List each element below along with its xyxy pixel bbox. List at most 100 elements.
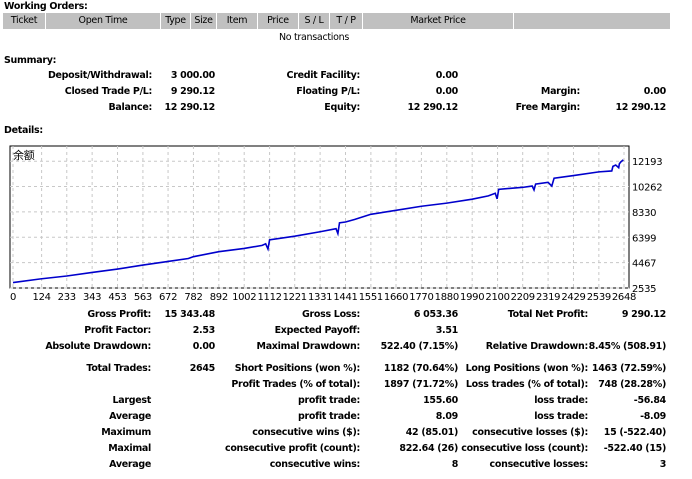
- x-tick-label: 892: [210, 292, 228, 303]
- plot-area: [9, 145, 630, 289]
- value-stats-2-1: 0.00: [192, 341, 216, 352]
- label-stats-1-2: Expected Payoff:: [274, 325, 361, 336]
- value-summary-1-5: 0.00: [643, 86, 667, 97]
- x-tick-label: 1112: [257, 292, 281, 303]
- stats-row: Profit Factor: 2.53 Expected Payoff: 3.51: [0, 325, 692, 339]
- label-stats-0-4: Total Net Profit:: [507, 309, 589, 320]
- value-stats-6-3: 8.09: [435, 411, 459, 422]
- col-sl[interactable]: S / L: [299, 13, 329, 29]
- y-tick-label: 2535: [632, 284, 656, 295]
- label-stats-5-0: Largest: [112, 395, 152, 406]
- label-stats-5-4: loss trade:: [534, 395, 588, 406]
- label-stats-6-4: loss trade:: [534, 411, 588, 422]
- x-tick-label: 1002: [232, 292, 256, 303]
- label-stats-9-2: consecutive wins:: [269, 459, 361, 470]
- value-stats-5-3: 155.60: [423, 395, 458, 406]
- col-item[interactable]: Item: [217, 13, 257, 29]
- x-tick-label: 2429: [561, 292, 585, 303]
- label-summary-2-4: Free Margin:: [515, 102, 581, 113]
- col-type[interactable]: Type: [161, 13, 190, 29]
- label-stats-9-0: Average: [109, 459, 151, 470]
- label-stats-0-2: Gross Loss:: [301, 309, 360, 320]
- col-open-time[interactable]: Open Time: [46, 13, 160, 29]
- col-tp[interactable]: T / P: [330, 13, 362, 29]
- value-summary-1-1: 9 290.12: [170, 86, 215, 97]
- summary-row: Closed Trade P/L: 9 290.12 Floating P/L: 0.…: [0, 86, 692, 100]
- y-tick-label: 6399: [632, 233, 656, 244]
- value-summary-0-3: 0.00: [435, 70, 459, 81]
- label-stats-0-0: Gross Profit:: [87, 309, 151, 320]
- x-tick-label: 233: [58, 292, 76, 303]
- y-tick-label: 12193: [632, 157, 662, 168]
- x-tick-label: 2539: [587, 292, 611, 303]
- col-size[interactable]: Size: [191, 13, 216, 29]
- label-stats-8-4: consecutive loss (count):: [461, 443, 588, 454]
- label-summary-0-0: Deposit/Withdrawal:: [47, 70, 152, 81]
- label-stats-3-4: Long Positions (won %):: [465, 363, 589, 374]
- x-tick-label: 1880: [435, 292, 459, 303]
- label-stats-3-2: Short Positions (won %):: [234, 363, 361, 374]
- working-orders-title: Working Orders:: [4, 1, 88, 12]
- label-stats-9-4: consecutive losses:: [489, 459, 589, 470]
- col-ticket[interactable]: Ticket: [3, 13, 45, 29]
- details-title: Details:: [4, 125, 43, 136]
- value-stats-4-3: 1897 (71.72%): [383, 379, 458, 390]
- label-stats-7-2: consecutive wins ($):: [252, 427, 360, 438]
- x-tick-label: 124: [33, 292, 51, 303]
- label-stats-8-0: Maximal: [108, 443, 151, 454]
- label-summary-1-0: Closed Trade P/L:: [64, 86, 153, 97]
- value-stats-0-1: 15 343.48: [164, 309, 216, 320]
- label-stats-7-0: Maximum: [101, 427, 151, 438]
- value-stats-3-3: 1182 (70.64%): [383, 363, 458, 374]
- value-stats-7-3: 42 (85.01): [405, 427, 459, 438]
- value-stats-2-5: 8.45% (508.91): [588, 341, 667, 352]
- stats-row: Maximal consecutive profit (count): 822.64…: [0, 443, 692, 457]
- value-summary-2-3: 12 290.12: [407, 102, 459, 113]
- x-tick-label: 2648: [612, 292, 636, 303]
- value-summary-2-5: 12 290.12: [615, 102, 667, 113]
- stats-row: Total Trades: 2645 Short Positions (won %)…: [0, 363, 692, 377]
- col-price[interactable]: Price: [258, 13, 298, 29]
- value-summary-0-1: 3 000.00: [170, 70, 215, 81]
- label-stats-2-2: Maximal Drawdown:: [256, 341, 361, 352]
- value-stats-1-1: 2.53: [192, 325, 216, 336]
- label-stats-4-4: Loss trades (% of total):: [465, 379, 588, 390]
- x-tick-label: 1770: [409, 292, 433, 303]
- value-stats-3-1: 2645: [189, 363, 216, 374]
- x-tick-label: 1331: [308, 292, 332, 303]
- label-stats-1-0: Profit Factor:: [84, 325, 151, 336]
- x-tick-label: 563: [134, 292, 152, 303]
- value-stats-7-5: 15 (-522.40): [603, 427, 667, 438]
- label-stats-7-4: consecutive losses ($):: [472, 427, 588, 438]
- col-market-price[interactable]: Market Price: [363, 13, 513, 29]
- label-summary-2-0: Balance:: [108, 102, 152, 113]
- balance-line: [12, 159, 624, 284]
- x-tick-label: 2209: [511, 292, 535, 303]
- value-stats-5-5: -56.84: [633, 395, 667, 406]
- label-summary-0-2: Credit Facility:: [286, 70, 361, 81]
- x-tick-label: 0: [10, 292, 16, 303]
- value-stats-0-3: 6 053.36: [413, 309, 458, 320]
- x-tick-label: 1990: [460, 292, 484, 303]
- balance-chart: 12193 10262 8330 6399 4467 2535 0 124 233 343 453 5…: [9, 145, 663, 303]
- value-summary-2-1: 12 290.12: [164, 102, 216, 113]
- value-stats-2-3: 522.40 (7.15%): [380, 341, 459, 352]
- value-stats-4-5: 748 (28.28%): [598, 379, 666, 390]
- stats-row: Average profit trade: 8.09 loss trade: -8.09: [0, 411, 692, 425]
- value-stats-1-3: 3.51: [435, 325, 459, 336]
- chart-title: 余额: [13, 148, 35, 162]
- label-stats-8-2: consecutive profit (count):: [224, 443, 360, 454]
- x-tick-label: 2100: [485, 292, 509, 303]
- label-stats-4-2: Profit Trades (% of total):: [231, 379, 360, 390]
- value-stats-3-5: 1463 (72.59%): [591, 363, 666, 374]
- stats-row: Maximum consecutive wins ($): 42 (85.01) co…: [0, 427, 692, 441]
- y-tick-label: 4467: [632, 259, 656, 270]
- no-transactions-text: No transactions: [278, 32, 350, 43]
- value-stats-6-5: -8.09: [640, 411, 666, 422]
- label-summary-2-2: Equity:: [324, 102, 360, 113]
- x-tick-label: 2319: [536, 292, 560, 303]
- label-stats-2-4: Relative Drawdown:: [485, 341, 589, 352]
- col-blank: [514, 13, 670, 29]
- label-stats-3-0: Total Trades:: [86, 363, 151, 374]
- orders-table-header: Ticket Open Time Type Size Item Price S …: [3, 13, 670, 29]
